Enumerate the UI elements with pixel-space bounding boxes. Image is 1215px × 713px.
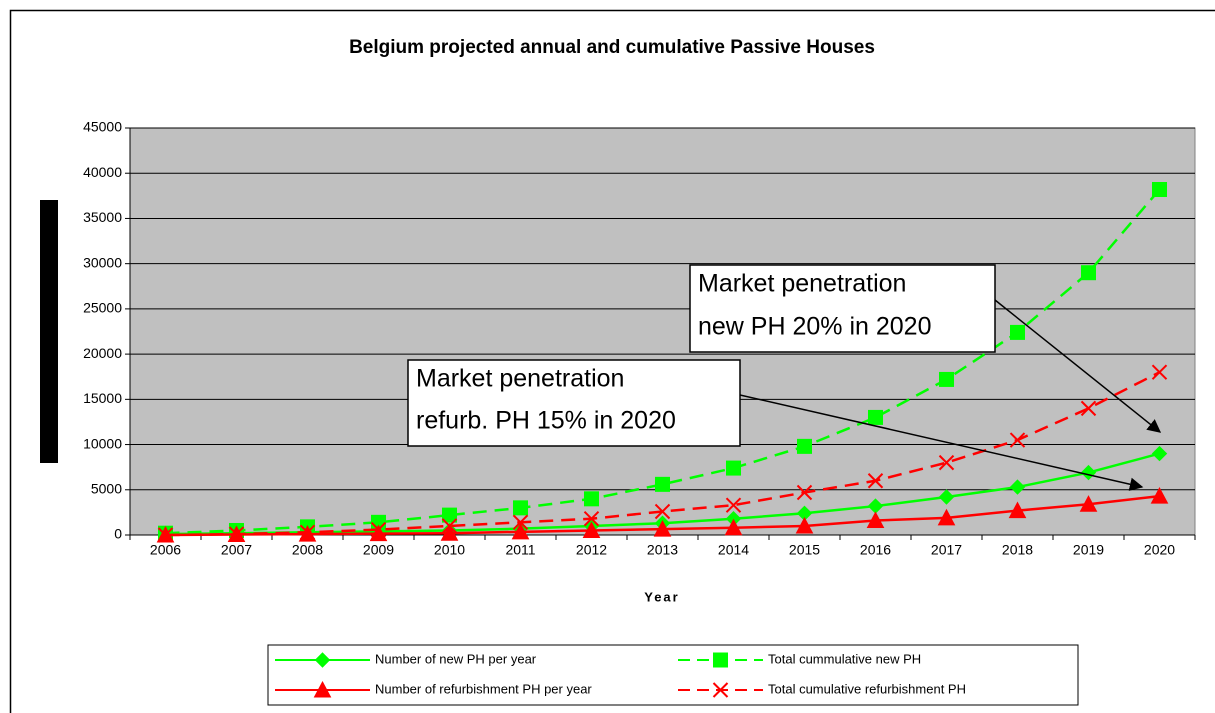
annotation-arrow — [739, 394, 1144, 491]
y-tick-label: 10000 — [83, 435, 122, 451]
point — [938, 454, 955, 471]
legend-marker — [712, 682, 729, 698]
annotation-arrow — [994, 299, 1162, 433]
y-tick-label: 15000 — [83, 390, 122, 406]
point — [513, 500, 528, 516]
point — [511, 522, 530, 540]
plot: 0 5000 10000 15000 20000 25000 30000 35000 40000… — [83, 119, 1196, 558]
legend-marker — [713, 652, 728, 668]
point — [584, 491, 599, 507]
x-tick-label: 2012 — [576, 542, 607, 558]
y-tick-label: 25000 — [83, 300, 122, 316]
y-tick-label: 5000 — [91, 480, 122, 496]
x-tick-label: 2013 — [647, 542, 678, 558]
point — [1009, 479, 1026, 495]
point — [867, 473, 884, 489]
point — [939, 371, 954, 387]
x-tick-label: 2016 — [860, 542, 891, 558]
point — [725, 497, 742, 513]
point — [1151, 445, 1168, 462]
point — [157, 527, 174, 543]
point — [583, 511, 600, 527]
legend-entries: Number of new PH per year Total cummulati… — [275, 651, 966, 698]
point — [370, 521, 387, 538]
point — [724, 518, 743, 536]
legend — [267, 644, 1079, 706]
point — [228, 526, 245, 542]
x-tick-label: 2018 — [1002, 542, 1033, 558]
point — [299, 524, 316, 540]
legend-label: Total cummulative new PH — [768, 651, 921, 666]
point — [1010, 324, 1025, 340]
legend-label: Total cumulative refurbishment PH — [768, 681, 966, 696]
point — [441, 518, 458, 534]
y-tick-label: 45000 — [83, 119, 122, 135]
point — [654, 503, 671, 520]
y-tick-label: 0 — [114, 526, 122, 542]
point — [1152, 182, 1167, 198]
point — [1080, 400, 1097, 417]
chart-title: Belgium projected annual and cumulative … — [349, 37, 875, 58]
y-tick-label: 30000 — [83, 254, 122, 270]
x-tick-label: 2015 — [789, 542, 820, 558]
annotation-text: refurb. PH 15% in 2020 — [416, 407, 676, 435]
point — [937, 508, 956, 526]
x-tick-label: 2017 — [931, 542, 962, 558]
x-tick-label: 2020 — [1144, 542, 1175, 558]
x-tick-label: 2006 — [150, 542, 181, 558]
x-tick-label: 2011 — [505, 542, 535, 558]
x-tick-label: 2007 — [221, 542, 252, 558]
legend-label: Number of new PH per year — [375, 651, 537, 666]
point — [1150, 487, 1169, 504]
point — [866, 511, 885, 529]
point — [726, 460, 741, 476]
x-tick-label: 2014 — [718, 542, 749, 558]
y-tick-label: 40000 — [83, 164, 122, 180]
point — [868, 409, 883, 425]
annotation-box — [407, 359, 741, 447]
point — [1151, 364, 1168, 380]
legend-label: Number of refurbishment PH per year — [375, 681, 592, 696]
y-tick-label: 20000 — [83, 345, 122, 361]
x-tick-label: 2008 — [292, 542, 323, 558]
point — [442, 507, 457, 523]
point — [797, 438, 812, 454]
point — [795, 516, 814, 534]
x-tick-label: 2009 — [363, 542, 394, 558]
point — [653, 520, 672, 537]
legend-marker — [314, 652, 331, 668]
point — [440, 524, 459, 541]
point — [938, 489, 955, 505]
x-tick-label: 2019 — [1073, 542, 1104, 558]
annotation-text: Market penetration — [416, 365, 624, 393]
point — [655, 476, 670, 492]
point — [582, 521, 601, 538]
legend-marker — [313, 680, 332, 698]
x-tick-label: 2010 — [434, 542, 465, 558]
x-axis-label: Year — [644, 589, 679, 604]
y-tick-label: 35000 — [83, 209, 122, 225]
point — [1008, 501, 1027, 519]
annotation-text: Market penetration — [698, 270, 906, 298]
point — [1079, 495, 1098, 512]
annotation-box — [689, 264, 996, 353]
point — [796, 484, 813, 501]
point — [1081, 265, 1096, 281]
annotations: Market penetration new PH 20% in 2020 Ma… — [407, 264, 1162, 491]
redacted-axis-label — [40, 200, 58, 463]
point — [1009, 432, 1026, 448]
annotation-text: new PH 20% in 2020 — [698, 313, 931, 341]
point — [512, 514, 529, 531]
